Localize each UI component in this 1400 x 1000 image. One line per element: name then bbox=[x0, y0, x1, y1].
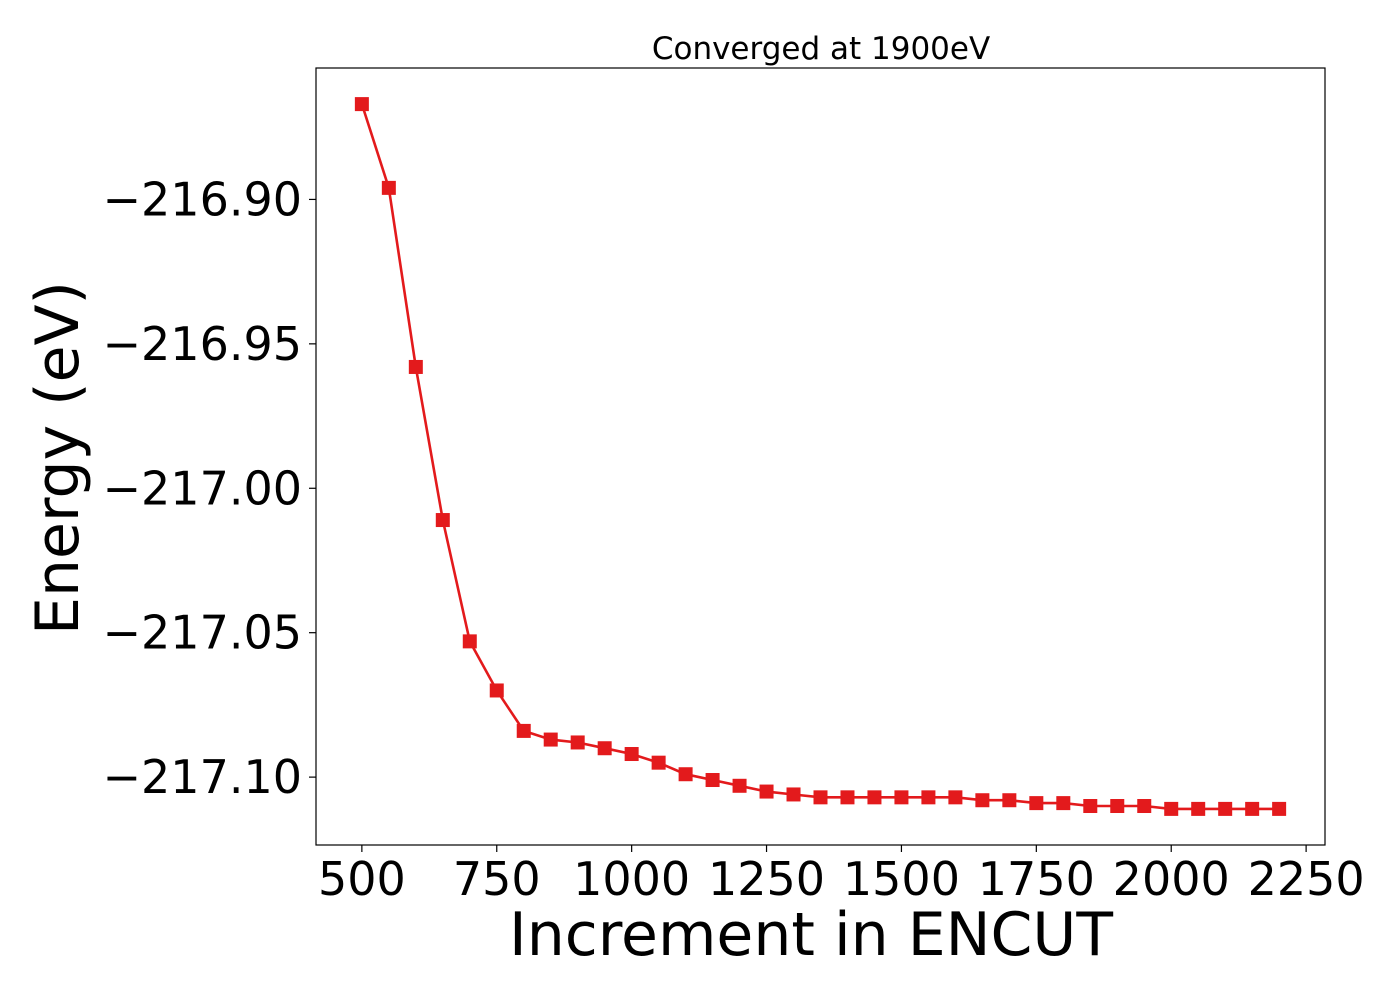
data-point bbox=[624, 747, 639, 762]
data-point bbox=[516, 723, 531, 738]
data-point bbox=[894, 790, 909, 805]
series-line bbox=[360, 103, 1280, 811]
data-point bbox=[1191, 801, 1206, 816]
x-axis-label: Increment in ENCUT bbox=[509, 900, 1113, 970]
plot-frame bbox=[315, 67, 1326, 846]
data-point bbox=[1164, 801, 1179, 816]
x-tick-label: 750 bbox=[453, 852, 541, 906]
data-point bbox=[786, 787, 801, 802]
data-point bbox=[462, 634, 477, 649]
data-point bbox=[543, 732, 558, 747]
data-point bbox=[597, 741, 612, 756]
data-point bbox=[975, 793, 990, 808]
data-point bbox=[1137, 799, 1152, 814]
x-tick-label: 1250 bbox=[708, 852, 825, 906]
data-point bbox=[1002, 793, 1017, 808]
data-point bbox=[921, 790, 936, 805]
y-axis: −216.90 −216.95 −217.00 −217.05 −217.10 bbox=[103, 172, 316, 804]
x-tick-label: 2000 bbox=[1113, 852, 1230, 906]
data-point bbox=[759, 784, 774, 799]
x-tick-label: 500 bbox=[318, 852, 406, 906]
y-tick-label: −217.10 bbox=[103, 750, 303, 804]
data-point bbox=[570, 735, 585, 750]
data-point bbox=[1245, 801, 1260, 816]
data-point bbox=[408, 359, 423, 374]
x-tick-label: 1500 bbox=[843, 852, 960, 906]
data-point bbox=[705, 773, 720, 788]
data-point bbox=[1110, 799, 1125, 814]
chart-title: Converged at 1900eV bbox=[652, 31, 990, 67]
y-tick-label: −217.05 bbox=[103, 606, 303, 660]
series-markers bbox=[354, 97, 1287, 816]
x-tick-label: 2250 bbox=[1248, 852, 1365, 906]
data-point bbox=[678, 767, 693, 782]
x-axis: 500 750 1000 1250 1500 1750 2000 2250 bbox=[318, 845, 1365, 906]
y-axis-label: Energy (eV) bbox=[23, 281, 93, 635]
x-tick-label: 1750 bbox=[978, 852, 1095, 906]
data-point bbox=[813, 790, 828, 805]
data-point bbox=[840, 790, 855, 805]
y-tick-label: −216.95 bbox=[103, 317, 303, 371]
data-point bbox=[489, 683, 504, 698]
y-tick-label: −217.00 bbox=[103, 461, 303, 515]
x-tick-label: 1000 bbox=[573, 852, 690, 906]
data-point bbox=[381, 180, 396, 195]
data-point bbox=[435, 513, 450, 528]
y-tick-label: −216.90 bbox=[103, 172, 303, 226]
data-point bbox=[651, 755, 666, 770]
data-point bbox=[1056, 796, 1071, 811]
data-point bbox=[1029, 796, 1044, 811]
data-point bbox=[948, 790, 963, 805]
data-point bbox=[732, 778, 747, 793]
data-point bbox=[354, 97, 369, 112]
data-point bbox=[1272, 801, 1287, 816]
data-point bbox=[867, 790, 882, 805]
data-point bbox=[1083, 799, 1098, 814]
data-point bbox=[1218, 801, 1233, 816]
